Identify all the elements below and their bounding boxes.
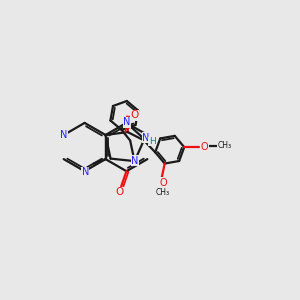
Text: CH₃: CH₃ (156, 188, 170, 197)
Text: H: H (149, 137, 155, 146)
Text: N: N (60, 130, 68, 140)
Text: O: O (116, 188, 124, 197)
Text: N: N (82, 167, 89, 177)
Text: O: O (130, 110, 139, 120)
Text: CH₃: CH₃ (218, 141, 232, 150)
Text: N: N (131, 155, 139, 166)
Text: N: N (142, 133, 150, 143)
Text: O: O (200, 142, 208, 152)
Text: N: N (123, 117, 130, 127)
Text: O: O (159, 178, 167, 188)
